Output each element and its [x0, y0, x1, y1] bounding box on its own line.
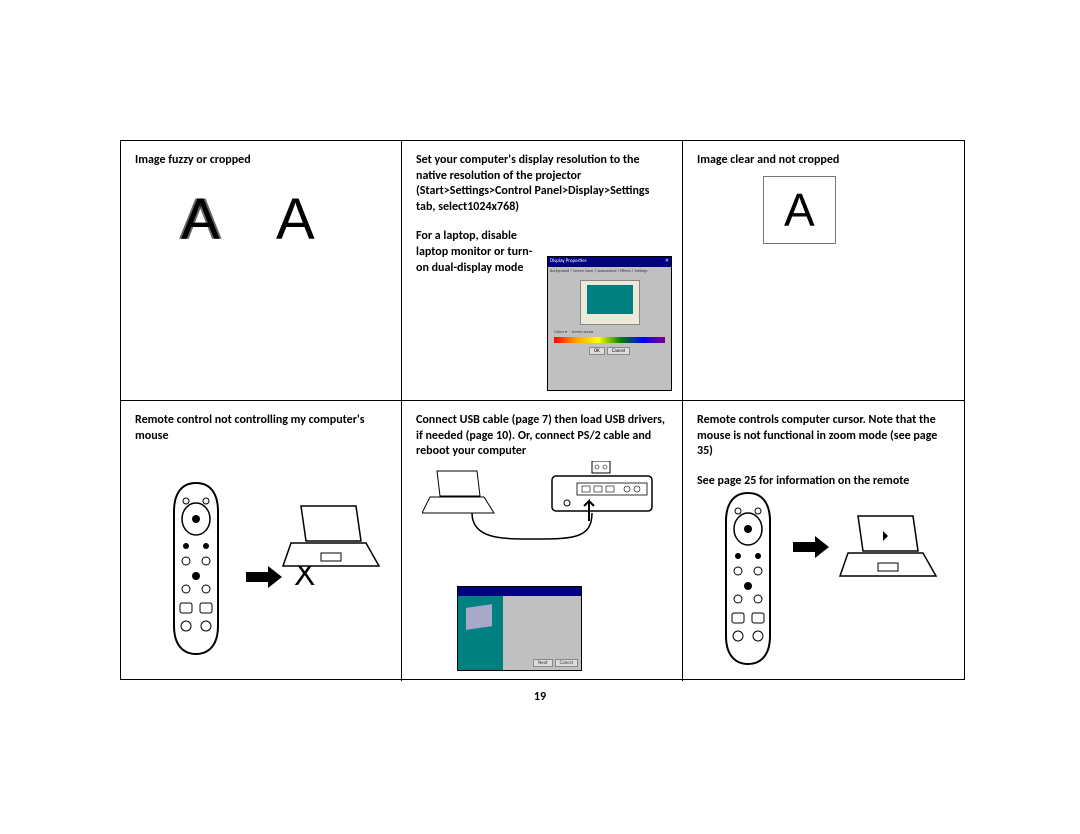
dialog-titlebar: Display Properties ✕ — [548, 257, 671, 267]
cell-solution-usb: Connect USB cable (page 7) then load USB… — [402, 401, 683, 681]
arrow-right-result-icon — [793, 531, 829, 566]
cell-problem-fuzzy: Image fuzzy or cropped A A — [121, 141, 402, 401]
cell-problem-remote: Remote control not controlling my comput… — [121, 401, 402, 681]
cell-solution-resolution: Set your computer's display resolution t… — [402, 141, 683, 401]
dialog-tabs: Background | Screen Saver | Appearance |… — [548, 267, 671, 276]
hardware-cube-icon — [466, 604, 492, 630]
heading-fuzzy: Image fuzzy or cropped — [135, 153, 387, 169]
monitor-preview-icon — [580, 280, 640, 325]
dialog-buttons: OKCancel — [548, 347, 671, 355]
hardware-wizard-dialog: NextCancel — [457, 586, 582, 671]
see-also-remote: See page 25 for information on the remot… — [697, 474, 950, 490]
heading-resolution: Set your computer's display resolution t… — [416, 153, 668, 215]
heading-remote-result: Remote controls computer cursor. Note th… — [697, 413, 950, 460]
display-properties-dialog: Display Properties ✕ Background | Screen… — [547, 256, 672, 391]
laptop-result-icon — [838, 511, 938, 581]
laptop-icon — [281, 501, 381, 571]
remote-icon — [166, 481, 226, 656]
color-slider-icon — [554, 337, 665, 343]
grid: Image fuzzy or cropped A A Set your comp… — [121, 141, 964, 679]
clear-letter-icon: A — [763, 176, 836, 244]
connection-diagram — [422, 461, 662, 551]
wizard-main: NextCancel — [503, 596, 581, 670]
troubleshooting-table: Image fuzzy or cropped A A Set your comp… — [120, 140, 965, 680]
arrow-right-icon — [246, 561, 282, 596]
cell-result-clear: Image clear and not cropped A — [683, 141, 964, 401]
heading-remote-problem: Remote control not controlling my comput… — [135, 413, 387, 444]
close-icon: ✕ — [665, 258, 669, 266]
heading-clear: Image clear and not cropped — [697, 153, 950, 169]
heading-usb: Connect USB cable (page 7) then load USB… — [416, 413, 668, 460]
dialog-title-text: Display Properties — [550, 258, 587, 266]
laptop-note: For a laptop, disable laptop monitor or … — [416, 229, 536, 276]
wizard-titlebar — [458, 587, 581, 596]
fuzzy-letter-icon: A — [181, 186, 220, 253]
remote-result-icon — [718, 491, 778, 666]
dialog-controls: Colors ▾ Screen area ▸ — [548, 329, 671, 335]
cropped-letter-icon: A — [276, 186, 315, 253]
wizard-sidebar — [458, 596, 503, 670]
cell-result-remote: Remote controls computer cursor. Note th… — [683, 401, 964, 681]
page-number: 19 — [0, 690, 1080, 704]
